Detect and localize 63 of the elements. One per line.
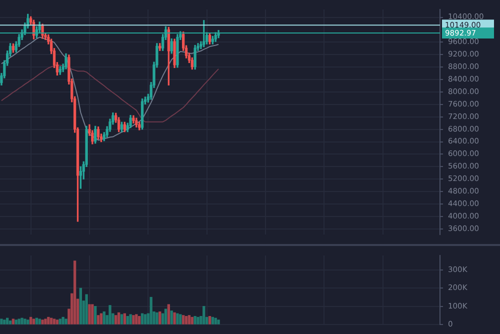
bar <box>150 296 152 324</box>
bar <box>52 318 56 324</box>
bar <box>208 316 212 324</box>
bar <box>214 318 217 324</box>
bar <box>167 304 170 324</box>
bar <box>158 311 162 324</box>
bar <box>73 260 76 324</box>
bar <box>102 311 106 324</box>
bar <box>164 308 168 324</box>
bar <box>24 318 26 324</box>
bar <box>108 305 112 324</box>
bar <box>196 316 200 324</box>
bar <box>202 306 206 324</box>
bar <box>114 315 118 324</box>
bar <box>20 318 24 324</box>
bar <box>179 314 182 324</box>
bar <box>138 316 141 324</box>
bar <box>14 320 18 324</box>
bar <box>132 315 135 324</box>
bar <box>38 318 41 324</box>
bar <box>184 316 188 324</box>
bar <box>58 318 62 324</box>
bar <box>85 294 88 324</box>
bar <box>173 312 176 324</box>
bar <box>41 320 44 324</box>
bar <box>140 313 144 324</box>
bar <box>217 320 220 324</box>
bar <box>12 318 15 324</box>
bar <box>18 318 20 324</box>
bar <box>29 316 32 324</box>
bar <box>176 313 179 324</box>
bar <box>91 304 94 324</box>
bar <box>44 318 47 324</box>
bar <box>94 306 97 324</box>
bar <box>8 320 12 324</box>
bar <box>79 288 82 324</box>
bar <box>135 314 138 324</box>
bar <box>47 316 50 324</box>
bar <box>96 315 100 324</box>
bar <box>182 315 185 324</box>
bar <box>123 313 126 324</box>
bar <box>62 316 64 324</box>
bar <box>144 314 147 324</box>
bar <box>194 316 196 324</box>
bar <box>188 315 191 324</box>
bar <box>211 316 214 324</box>
bar <box>129 314 132 324</box>
bar <box>117 312 120 324</box>
bar <box>170 310 173 324</box>
bar <box>64 318 68 324</box>
bar <box>3 320 6 324</box>
bar <box>190 316 194 324</box>
bar <box>26 320 30 324</box>
bar <box>32 318 36 324</box>
bar <box>56 320 59 324</box>
bar <box>50 318 53 324</box>
bar <box>35 318 38 324</box>
bar <box>156 312 158 324</box>
bar <box>100 313 103 324</box>
bar <box>6 318 9 324</box>
bar <box>126 316 129 324</box>
bar <box>88 304 91 324</box>
bar <box>120 314 124 324</box>
